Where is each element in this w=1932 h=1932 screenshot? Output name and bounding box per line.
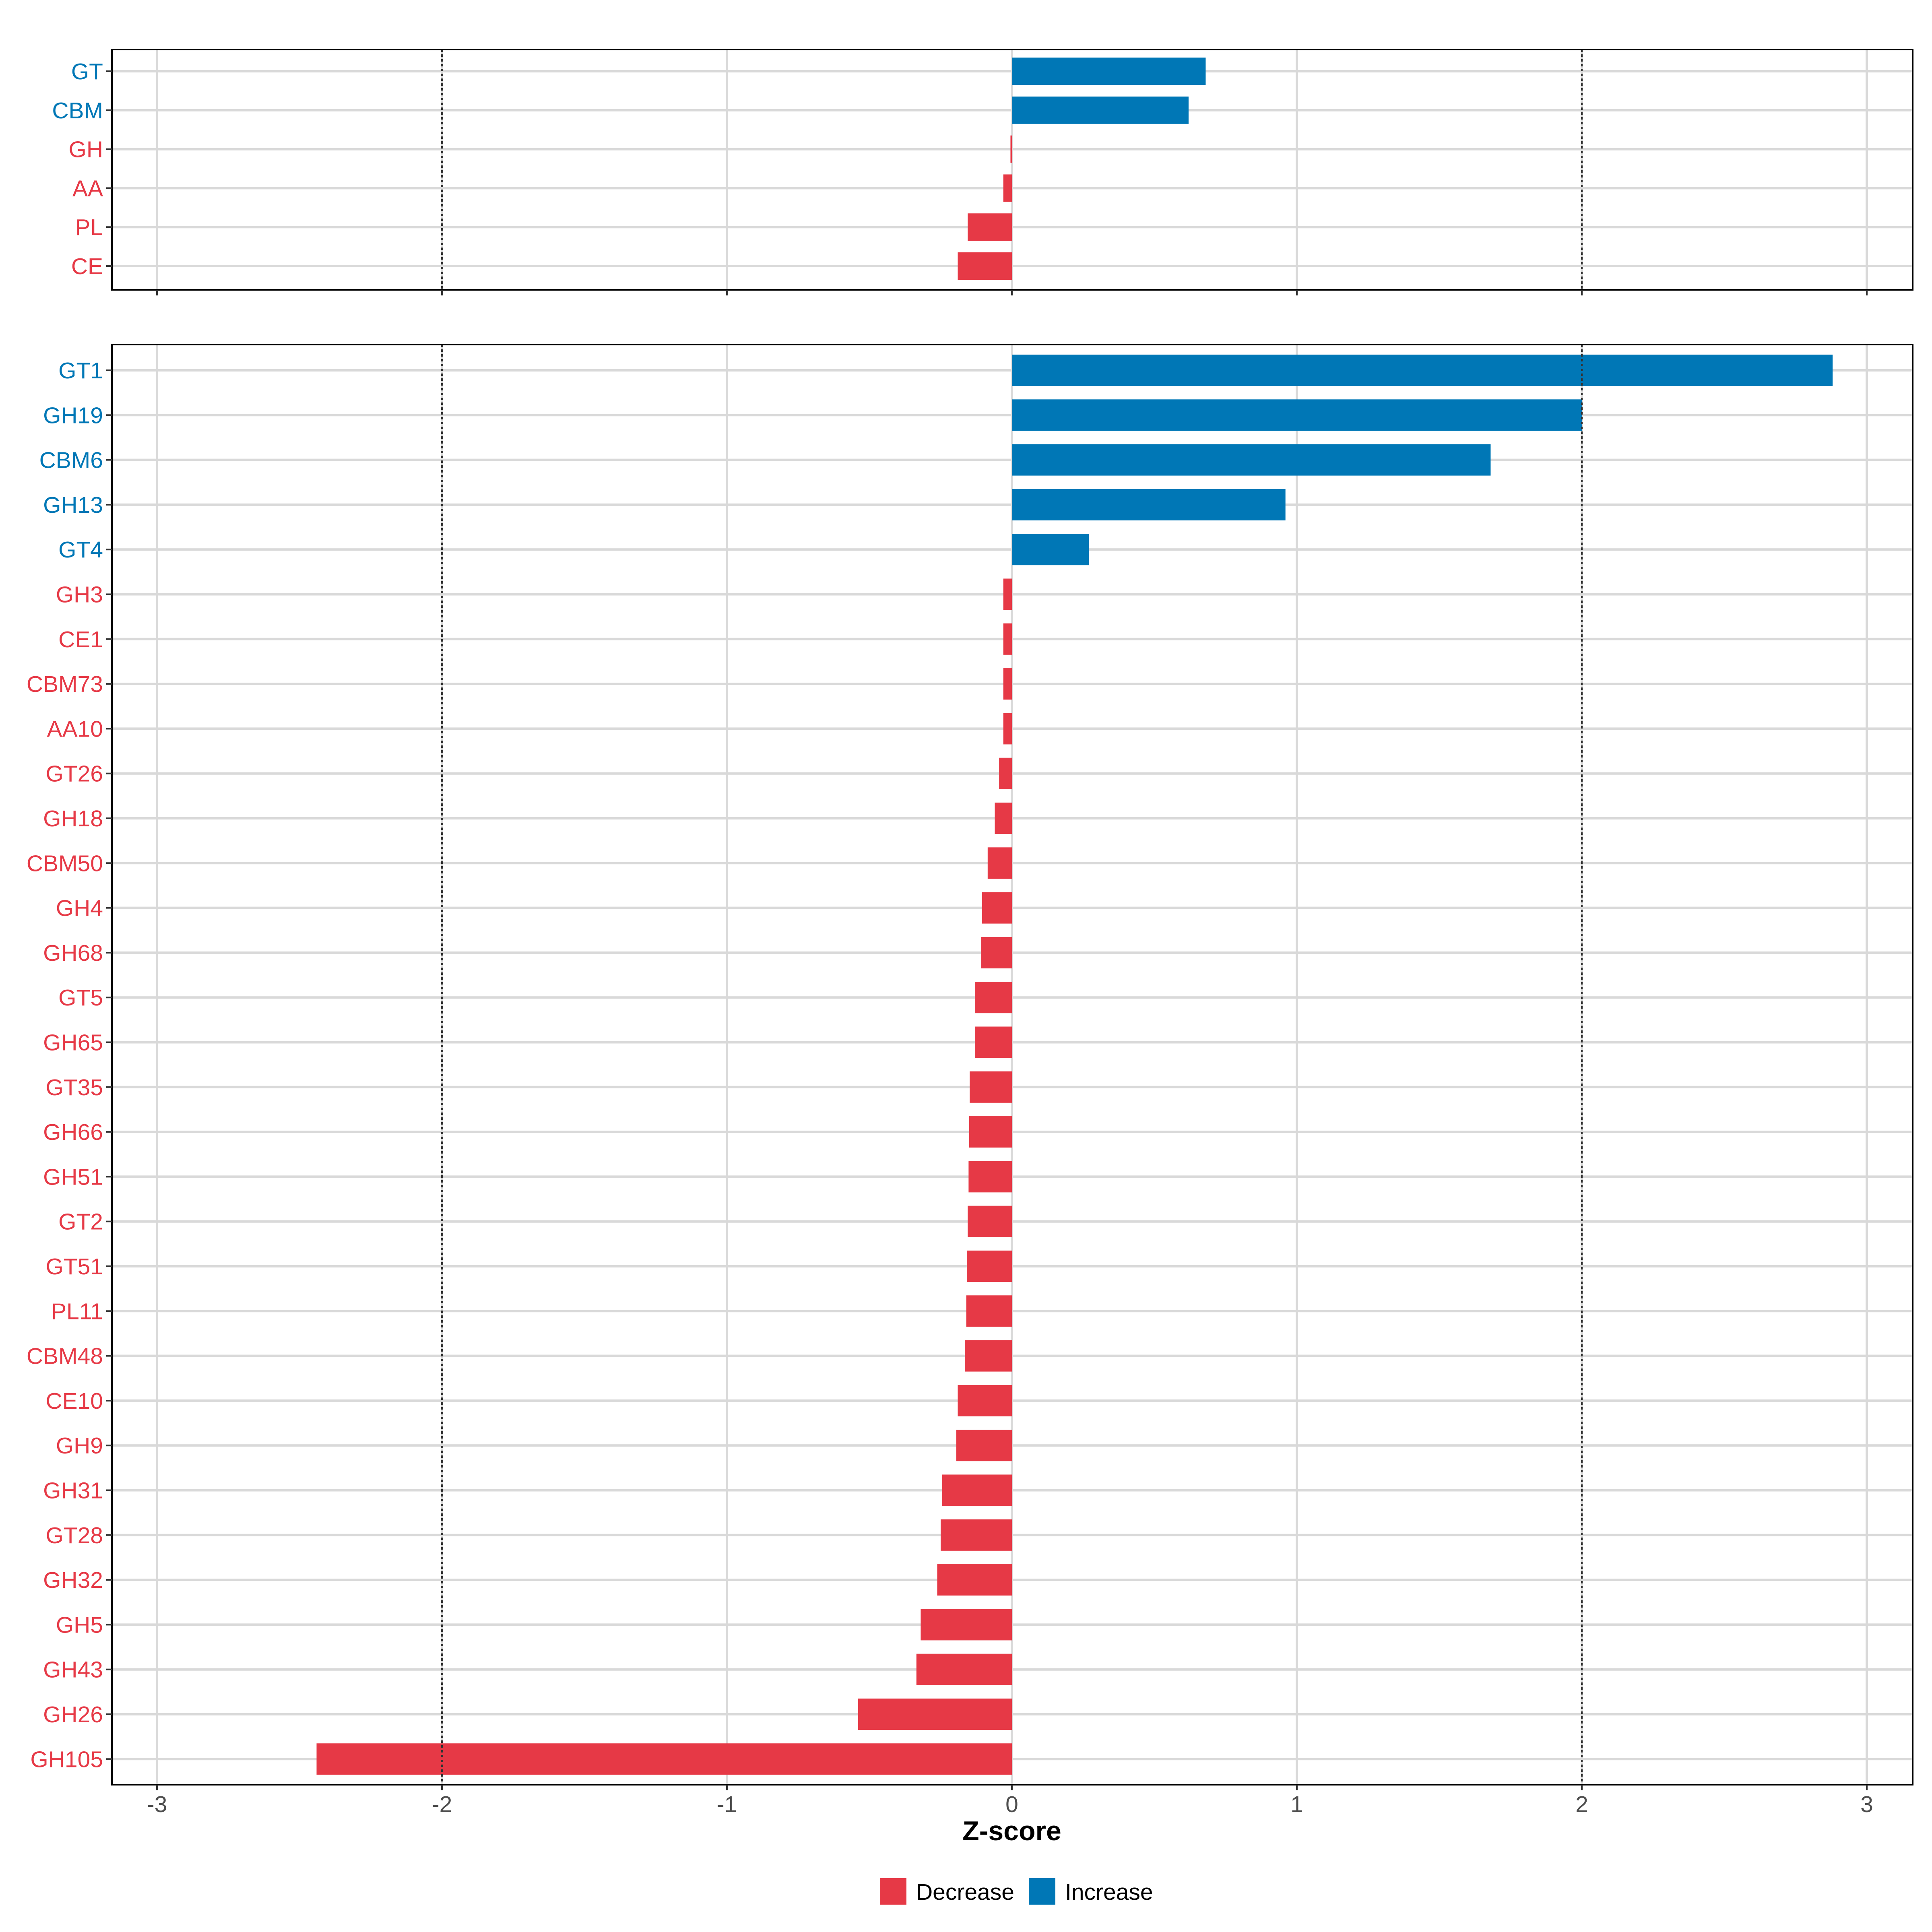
bar-cbm73 xyxy=(1003,668,1012,700)
y-label-pl11: PL11 xyxy=(51,1298,103,1324)
x-tick-label: -1 xyxy=(717,1792,737,1817)
bar-aa xyxy=(1003,174,1012,202)
y-label-gh66: GH66 xyxy=(43,1119,103,1145)
y-label-gt28: GT28 xyxy=(45,1523,103,1548)
y-label-gh43: GH43 xyxy=(43,1657,103,1683)
bar-gt35 xyxy=(970,1071,1012,1103)
bar-gt4 xyxy=(1012,534,1089,566)
bar-gh65 xyxy=(974,1026,1012,1058)
y-label-aa: AA xyxy=(72,175,103,201)
y-label-gh18: GH18 xyxy=(43,806,103,832)
x-tick-label: 1 xyxy=(1290,1792,1303,1817)
legend: Decrease Increase xyxy=(880,1878,1153,1905)
y-label-cbm73: CBM73 xyxy=(27,671,103,697)
y-label-gh26: GH26 xyxy=(43,1702,103,1728)
bar-gh31 xyxy=(942,1474,1012,1506)
bar-cbm6 xyxy=(1012,444,1491,476)
bar-gt26 xyxy=(999,758,1012,789)
y-label-gh19: GH19 xyxy=(43,402,103,428)
legend-label-increase: Increase xyxy=(1065,1879,1153,1905)
y-label-gh105: GH105 xyxy=(30,1746,103,1772)
bar-cbm xyxy=(1012,96,1189,124)
y-label-ce10: CE10 xyxy=(45,1388,103,1414)
y-label-gh32: GH32 xyxy=(43,1567,103,1593)
y-label-cbm48: CBM48 xyxy=(27,1344,103,1369)
legend-swatch-increase xyxy=(1029,1878,1055,1905)
y-label-gt: GT xyxy=(71,59,103,85)
y-label-gt5: GT5 xyxy=(58,985,103,1011)
bar-aa10 xyxy=(1003,713,1012,745)
legend-label-decrease: Decrease xyxy=(916,1879,1014,1905)
y-label-gh31: GH31 xyxy=(43,1478,103,1504)
y-label-cbm6: CBM6 xyxy=(39,448,103,473)
bar-gh19 xyxy=(1012,399,1582,431)
bar-gh4 xyxy=(982,892,1012,924)
legend-swatch-decrease xyxy=(880,1878,906,1905)
x-tick-label: 2 xyxy=(1575,1792,1588,1817)
bar-ce10 xyxy=(958,1385,1012,1416)
bar-gt1 xyxy=(1012,355,1833,386)
y-label-gh68: GH68 xyxy=(43,940,103,966)
bar-cbm48 xyxy=(965,1340,1012,1372)
bottom-panel: GT1 GH19 CBM6 GH13 GT4 GH3 CE1 CBM73 AA10 GT26 GH1… xyxy=(27,344,1913,1790)
y-label-gh: GH xyxy=(69,137,103,163)
bar-gh5 xyxy=(921,1609,1012,1641)
y-label-gh3: GH3 xyxy=(56,582,103,608)
y-label-gt26: GT26 xyxy=(45,761,103,787)
bar-gh43 xyxy=(916,1653,1012,1685)
y-label-gt4: GT4 xyxy=(58,537,103,563)
bar-ce1 xyxy=(1003,623,1012,655)
bar-gt51 xyxy=(967,1251,1012,1282)
x-tick-label: 0 xyxy=(1005,1792,1018,1817)
bar-gh3 xyxy=(1003,578,1012,610)
bar-cbm50 xyxy=(987,847,1012,879)
y-label-gh51: GH51 xyxy=(43,1164,103,1190)
y-label-gh5: GH5 xyxy=(56,1612,103,1638)
bar-gt2 xyxy=(968,1205,1012,1237)
bar-gh68 xyxy=(981,937,1012,968)
y-label-aa10: AA10 xyxy=(47,716,103,742)
y-label-gt35: GT35 xyxy=(45,1075,103,1100)
bar-pl xyxy=(968,213,1012,241)
y-label-ce1: CE1 xyxy=(58,627,103,652)
y-label-gt2: GT2 xyxy=(58,1209,103,1235)
x-axis: -3 -2 -1 0 1 2 3 xyxy=(147,1792,1873,1817)
bar-gh9 xyxy=(956,1430,1012,1461)
y-label-gh13: GH13 xyxy=(43,492,103,518)
bar-gt5 xyxy=(974,982,1012,1013)
y-label-pl: PL xyxy=(75,215,103,240)
bar-gh xyxy=(1010,135,1012,163)
x-tick-label: -3 xyxy=(147,1792,167,1817)
bar-gh105 xyxy=(316,1743,1012,1775)
y-label-gt1: GT1 xyxy=(58,358,103,384)
y-label-gt51: GT51 xyxy=(45,1254,103,1280)
y-label-ce: CE xyxy=(71,254,103,279)
bar-gh51 xyxy=(968,1161,1012,1193)
y-label-gh9: GH9 xyxy=(56,1433,103,1459)
top-panel: GT CBM GH AA PL CE xyxy=(52,49,1913,295)
bar-gh13 xyxy=(1012,489,1286,520)
y-label-cbm: CBM xyxy=(52,98,103,124)
bar-gh66 xyxy=(969,1116,1012,1148)
bar-gh18 xyxy=(995,803,1012,834)
bar-pl11 xyxy=(966,1295,1012,1327)
y-label-gh4: GH4 xyxy=(56,896,103,921)
bar-gh32 xyxy=(937,1564,1012,1596)
x-tick-label: -2 xyxy=(432,1792,452,1817)
x-tick-label: 3 xyxy=(1860,1792,1873,1817)
y-label-gh65: GH65 xyxy=(43,1030,103,1056)
x-axis-title: Z-score xyxy=(962,1816,1061,1846)
bar-gt xyxy=(1012,58,1206,85)
bar-gh26 xyxy=(858,1699,1012,1730)
bar-ce xyxy=(958,252,1012,280)
bar-gt28 xyxy=(941,1519,1012,1551)
y-label-cbm50: CBM50 xyxy=(27,850,103,876)
